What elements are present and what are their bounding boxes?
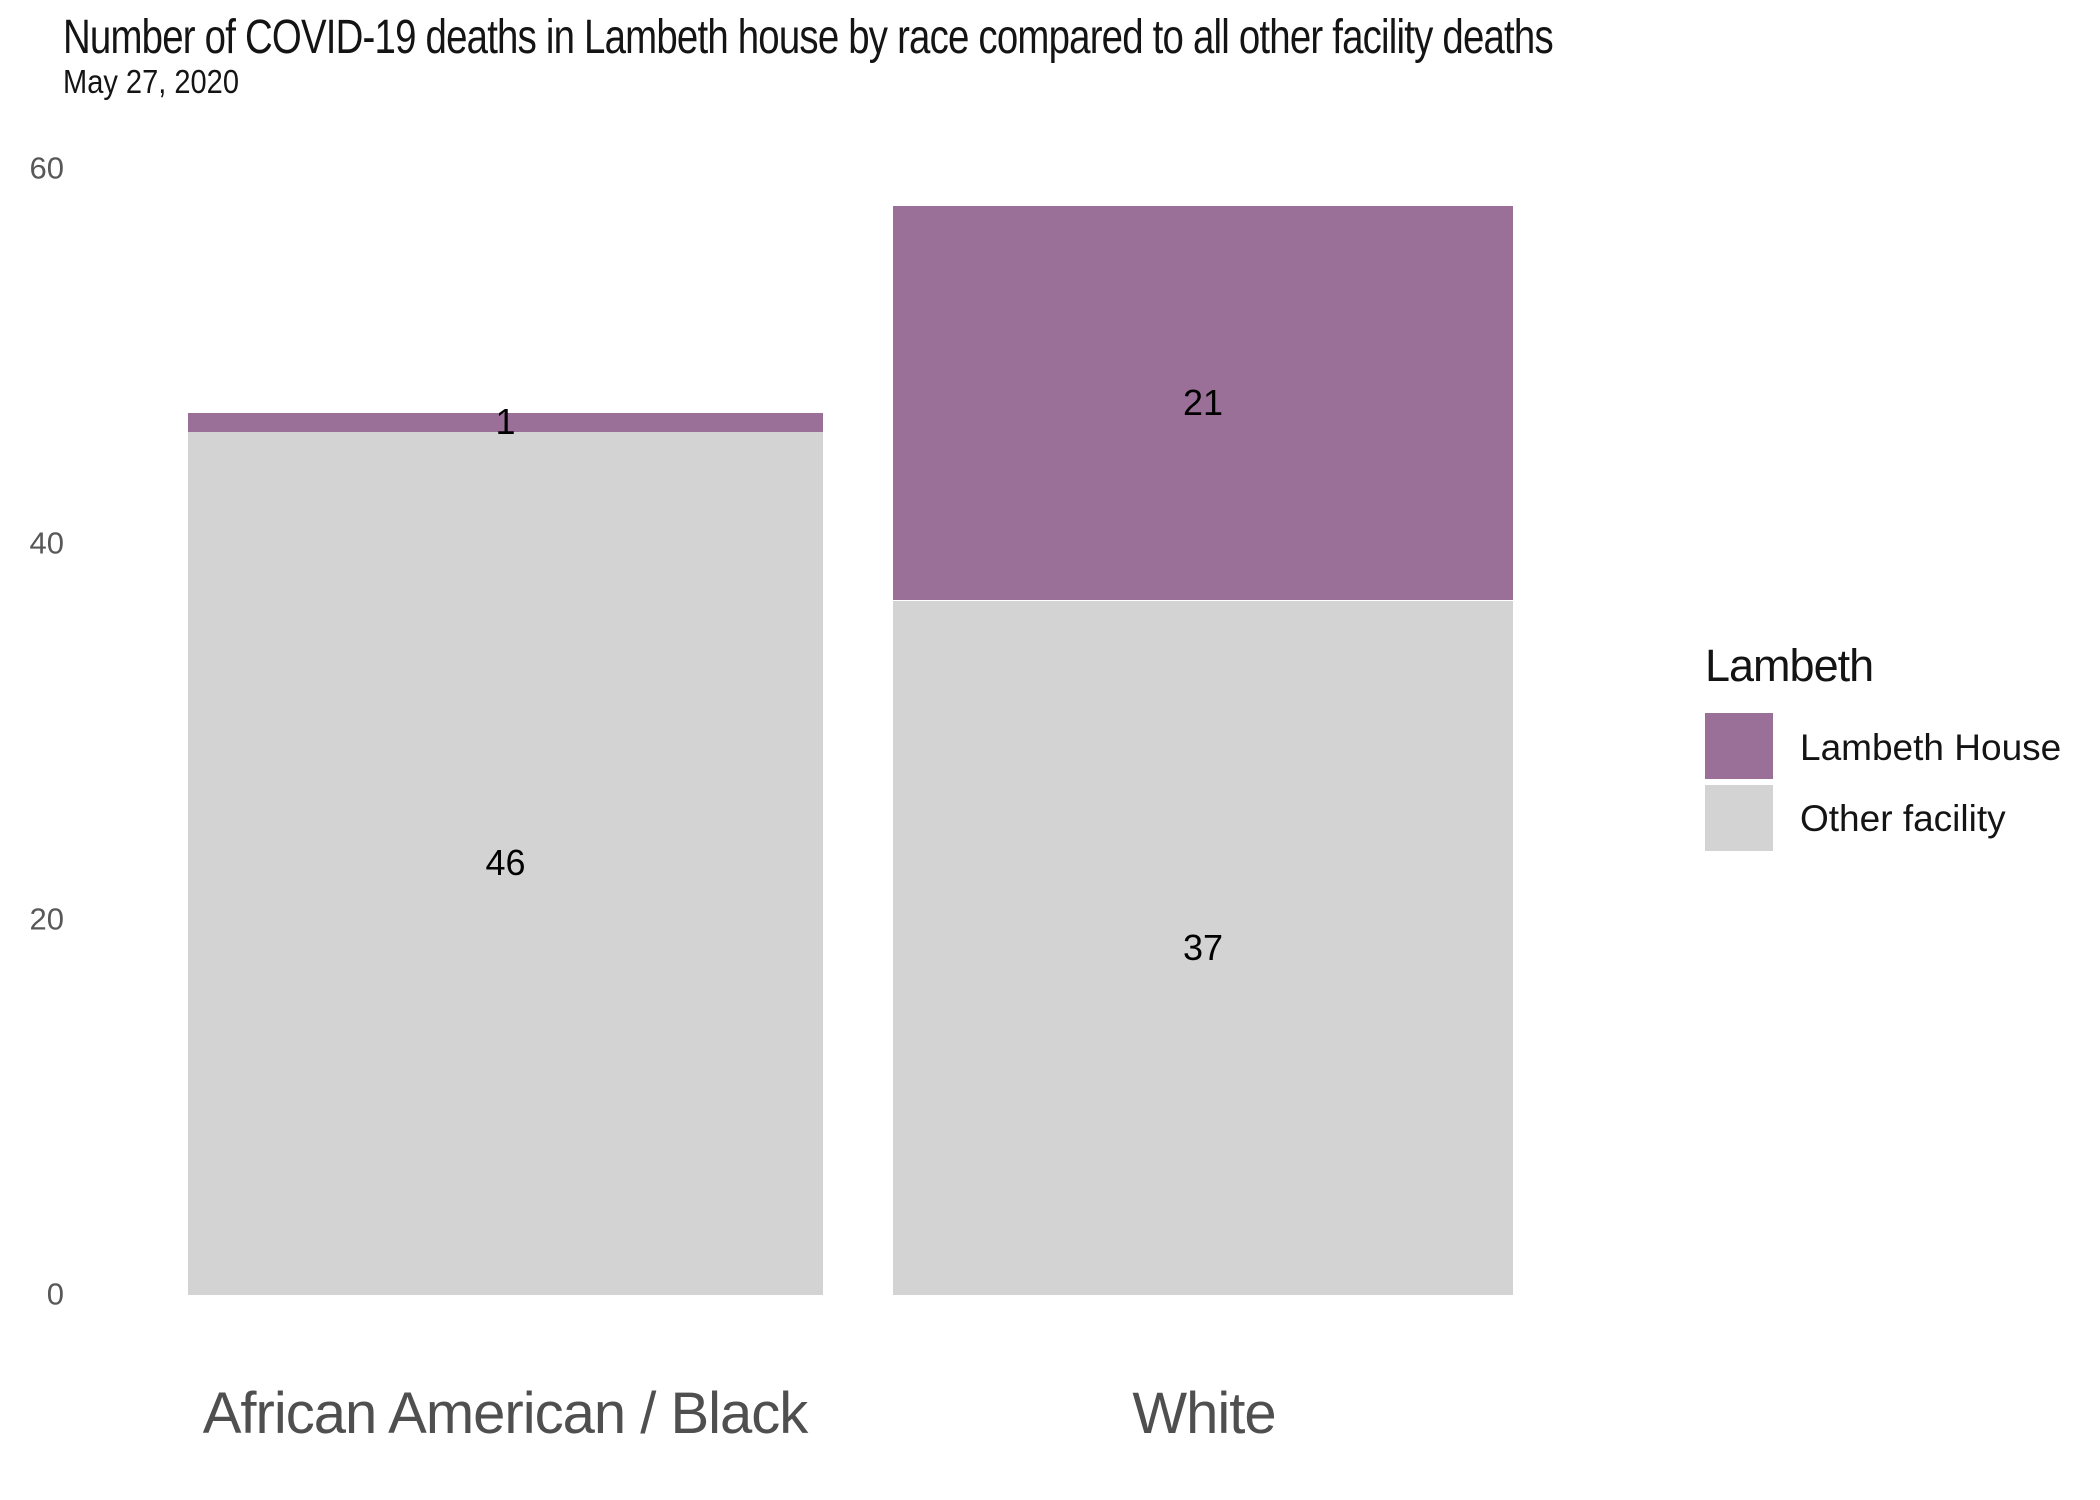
bar-value-label-other-facility: 46 xyxy=(485,842,526,884)
bar-white-lambeth-house-segment[interactable] xyxy=(893,206,1513,601)
chart-subtitle: May 27, 2020 xyxy=(63,63,239,100)
bar-value-label-lambeth-house: 21 xyxy=(1182,382,1224,424)
chart-title: Number of COVID-19 deaths in Lambeth hou… xyxy=(63,11,1554,64)
legend-item-label-other-facility: Other facility xyxy=(1800,798,2006,839)
legend-title: Lambeth xyxy=(1705,640,1874,691)
x-axis-category-label: White xyxy=(1132,1381,1276,1446)
bar-african-american-black-other-facility-segment[interactable] xyxy=(188,431,823,1295)
bar-value-label-other-facility: 37 xyxy=(1182,926,1224,968)
legend-swatch-lambeth-house xyxy=(1705,713,1773,779)
x-axis-category-label: African American / Black xyxy=(202,1381,809,1446)
legend-item-label-lambeth-house: Lambeth House xyxy=(1800,727,2062,768)
bar-african-american-black-lambeth-house-segment[interactable] xyxy=(188,412,823,432)
bar-white-other-facility-segment[interactable] xyxy=(893,600,1513,1295)
y-axis-tick-label-60: 60 xyxy=(29,150,64,186)
y-axis-tick-label-40: 40 xyxy=(29,525,64,561)
y-axis-tick-label-0: 0 xyxy=(46,1276,64,1312)
bar-value-label-lambeth-house: 1 xyxy=(495,401,516,443)
y-axis-tick-label-20: 20 xyxy=(29,900,64,936)
legend-swatch-other-facility xyxy=(1705,785,1773,851)
